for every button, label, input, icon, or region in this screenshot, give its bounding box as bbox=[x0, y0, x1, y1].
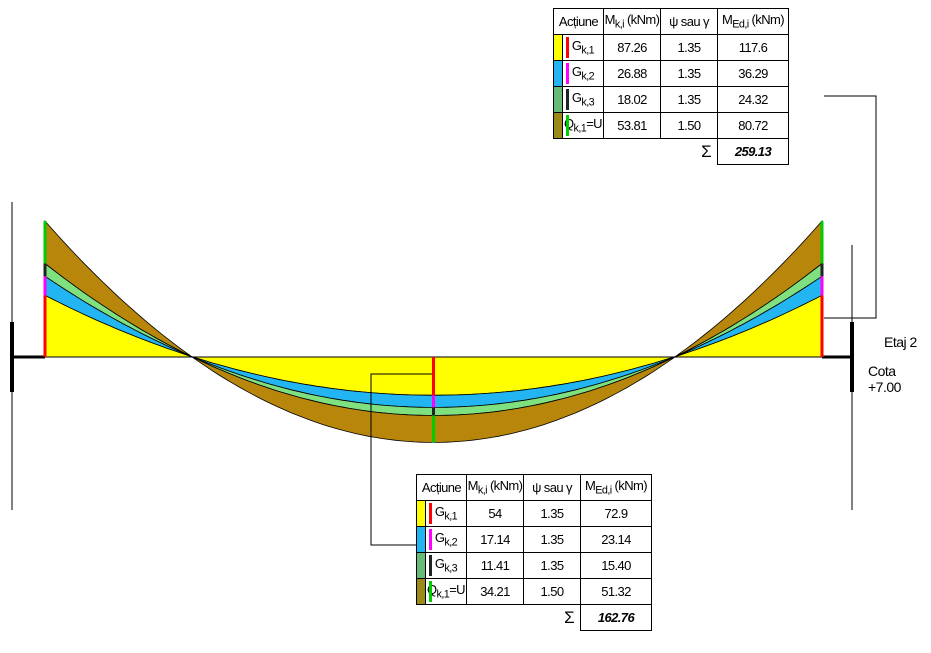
support-moment-table: Acțiune Mk,i (kNm) ψ sau γ MEd,i (kNm) G… bbox=[553, 8, 789, 165]
sum-value: 259.13 bbox=[717, 138, 789, 165]
table-header-row: Acțiune Mk,i (kNm) ψ sau γ MEd,i (kNm) bbox=[553, 8, 789, 35]
marker-stripe bbox=[566, 63, 569, 84]
med-value: 23.14 bbox=[580, 526, 652, 553]
header-med: MEd,i (kNm) bbox=[580, 474, 652, 501]
psi-value: 1.50 bbox=[660, 112, 718, 139]
med-value: 24.32 bbox=[717, 86, 789, 113]
med-value: 80.72 bbox=[717, 112, 789, 139]
action-cell: Gk,2 bbox=[425, 526, 467, 553]
action-cell: Qk,1=U bbox=[562, 112, 604, 139]
span-moment-table: Acțiune Mk,i (kNm) ψ sau γ MEd,i (kNm) G… bbox=[416, 474, 652, 631]
action-cell: Gk,3 bbox=[425, 552, 467, 579]
ordinate-markers bbox=[43, 221, 824, 443]
med-value: 51.32 bbox=[580, 578, 652, 605]
sum-row: Σ 162.76 bbox=[417, 604, 652, 631]
header-psi: ψ sau γ bbox=[523, 474, 581, 501]
color-swatch bbox=[553, 86, 563, 113]
mk-value: 34.21 bbox=[466, 578, 524, 605]
header-mk: Mk,i (kNm) bbox=[466, 474, 524, 501]
color-swatch bbox=[553, 60, 563, 87]
sum-symbol: Σ bbox=[701, 141, 712, 161]
color-swatch bbox=[416, 526, 426, 553]
med-value: 72.9 bbox=[580, 500, 652, 527]
color-swatch bbox=[416, 500, 426, 527]
color-swatch bbox=[553, 112, 563, 139]
mk-value: 18.02 bbox=[603, 86, 661, 113]
action-cell: Gk,1 bbox=[562, 34, 604, 61]
span-table-leader bbox=[370, 373, 432, 546]
table-row: Gk,2 26.88 1.35 36.29 bbox=[553, 60, 789, 87]
mk-value: 11.41 bbox=[466, 552, 524, 579]
marker-stripe bbox=[566, 115, 569, 136]
sum-value: 162.76 bbox=[580, 604, 652, 631]
color-swatch bbox=[553, 34, 563, 61]
marker-stripe bbox=[566, 89, 569, 110]
psi-value: 1.35 bbox=[660, 60, 718, 87]
header-psi: ψ sau γ bbox=[660, 8, 718, 35]
mk-value: 53.81 bbox=[603, 112, 661, 139]
mk-value: 26.88 bbox=[603, 60, 661, 87]
psi-value: 1.35 bbox=[523, 552, 581, 579]
level-elevation: Cota +7.00 bbox=[868, 363, 901, 395]
action-cell: Gk,2 bbox=[562, 60, 604, 87]
marker-stripe bbox=[566, 37, 569, 58]
support-table-leader bbox=[824, 95, 877, 319]
med-value: 117.6 bbox=[717, 34, 789, 61]
marker-stripe bbox=[429, 555, 432, 576]
table-row: Gk,3 11.41 1.35 15.40 bbox=[416, 552, 652, 579]
action-cell: Qk,1=U bbox=[425, 578, 467, 605]
table-row: Gk,3 18.02 1.35 24.32 bbox=[553, 86, 789, 113]
marker-stripe bbox=[429, 529, 432, 550]
level-name: Etaj 2 bbox=[884, 334, 917, 350]
mk-value: 54 bbox=[466, 500, 524, 527]
psi-value: 1.35 bbox=[660, 86, 718, 113]
color-swatch bbox=[416, 552, 426, 579]
psi-value: 1.50 bbox=[523, 578, 581, 605]
header-action: Acțiune bbox=[416, 474, 467, 501]
mk-value: 17.14 bbox=[466, 526, 524, 553]
marker-stripe bbox=[429, 503, 432, 524]
table-row: Qk,1=U 34.21 1.50 51.32 bbox=[416, 578, 652, 605]
psi-value: 1.35 bbox=[523, 500, 581, 527]
action-cell: Gk,3 bbox=[562, 86, 604, 113]
header-mk: Mk,i (kNm) bbox=[603, 8, 661, 35]
header-med: MEd,i (kNm) bbox=[717, 8, 789, 35]
table-row: Gk,1 87.26 1.35 117.6 bbox=[553, 34, 789, 61]
sum-row: Σ 259.13 bbox=[554, 138, 789, 165]
med-value: 15.40 bbox=[580, 552, 652, 579]
psi-value: 1.35 bbox=[660, 34, 718, 61]
action-cell: Gk,1 bbox=[425, 500, 467, 527]
table-row: Qk,1=U 53.81 1.50 80.72 bbox=[553, 112, 789, 139]
table-row: Gk,2 17.14 1.35 23.14 bbox=[416, 526, 652, 553]
psi-value: 1.35 bbox=[523, 526, 581, 553]
color-swatch bbox=[416, 578, 426, 605]
mk-value: 87.26 bbox=[603, 34, 661, 61]
marker-stripe bbox=[429, 581, 432, 602]
sum-symbol: Σ bbox=[564, 607, 575, 627]
table-header-row: Acțiune Mk,i (kNm) ψ sau γ MEd,i (kNm) bbox=[416, 474, 652, 501]
table-row: Gk,1 54 1.35 72.9 bbox=[416, 500, 652, 527]
header-action: Acțiune bbox=[553, 8, 604, 35]
med-value: 36.29 bbox=[717, 60, 789, 87]
